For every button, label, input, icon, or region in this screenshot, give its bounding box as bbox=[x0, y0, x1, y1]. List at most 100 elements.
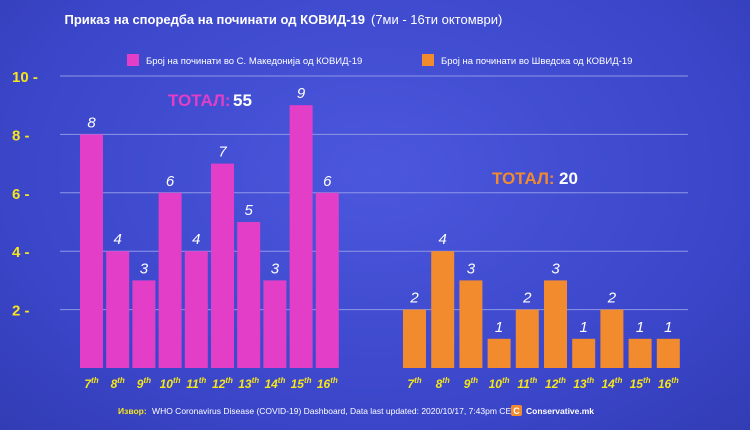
bar-value-label: 2 bbox=[409, 290, 419, 307]
x-tick-suffix: th bbox=[143, 376, 151, 385]
bar-value-label: 9 bbox=[297, 85, 306, 102]
x-tick-label: 16th bbox=[658, 376, 679, 391]
y-tick-label: 8 - bbox=[12, 127, 30, 144]
x-tick-label: 11th bbox=[186, 376, 206, 391]
legend: Број на починати во С. Македонија од КОВ… bbox=[127, 54, 632, 67]
source-text: WHO Coronavirus Disease (COVID-19) Dashb… bbox=[152, 406, 522, 416]
x-tick-label: 12th bbox=[212, 376, 233, 391]
bar-value-label: 5 bbox=[245, 202, 254, 219]
bar-value-label: 4 bbox=[439, 231, 447, 248]
x-tick-number: 14 bbox=[264, 377, 278, 391]
x-tick-number: 8 bbox=[436, 377, 443, 391]
x-tick-suffix: th bbox=[615, 376, 623, 385]
x-tick-label: 12th bbox=[545, 376, 566, 391]
x-tick-label: 8th bbox=[111, 376, 125, 391]
bar-value-label: 3 bbox=[551, 260, 560, 277]
bars: 8 4 3 6 4 7 5 3 9 6 2 4 3 1 2 3 1 2 1 1 bbox=[80, 85, 680, 368]
x-tick-suffix: th bbox=[173, 376, 181, 385]
x-tick-suffix: th bbox=[558, 376, 566, 385]
bar-macedonia bbox=[237, 222, 261, 368]
bar-value-label: 3 bbox=[271, 260, 280, 277]
x-tick-label: 11th bbox=[517, 376, 537, 391]
bar-sweden bbox=[628, 338, 652, 368]
x-tick-label: 13th bbox=[238, 376, 259, 391]
legend-swatch-sweden bbox=[422, 54, 434, 66]
x-tick-number: 11 bbox=[517, 377, 530, 391]
legend-label-sweden: Број на починати во Шведска од КОВИД-19 bbox=[441, 56, 632, 67]
x-tick-suffix: th bbox=[278, 376, 286, 385]
x-tick-label: 8th bbox=[436, 376, 450, 391]
x-tick-number: 15 bbox=[291, 377, 305, 391]
bar-sweden bbox=[600, 309, 624, 368]
x-tick-suffix: th bbox=[671, 376, 679, 385]
legend-swatch-macedonia bbox=[127, 54, 139, 66]
x-tick-number: 16 bbox=[317, 377, 331, 391]
total-label-sweden: ТОТАЛ: bbox=[492, 169, 555, 188]
bar-value-label: 4 bbox=[192, 231, 200, 248]
bar-sweden bbox=[459, 280, 483, 368]
x-tick-label: 10th bbox=[489, 376, 510, 391]
x-tick-suffix: th bbox=[502, 376, 510, 385]
bar-value-label: 2 bbox=[522, 290, 532, 307]
bar-macedonia bbox=[132, 280, 156, 368]
bar-macedonia bbox=[80, 134, 103, 368]
x-tick-suffix: th bbox=[199, 376, 207, 385]
x-tick-number: 12 bbox=[212, 377, 226, 391]
total-value-macedonia: 55 bbox=[233, 91, 252, 110]
chart-title: Приказ на споредба на починати од КОВИД-… bbox=[65, 12, 365, 27]
bar-value-label: 1 bbox=[580, 319, 588, 336]
bar-value-label: 7 bbox=[218, 144, 227, 161]
bar-value-label: 1 bbox=[636, 319, 644, 336]
total-label-macedonia: ТОТАЛ: bbox=[168, 91, 231, 110]
x-tick-suffix: th bbox=[530, 376, 538, 385]
x-tick-label: 14th bbox=[264, 376, 285, 391]
total-macedonia: ТОТАЛ: 55 bbox=[168, 91, 252, 110]
x-tick-number: 10 bbox=[160, 377, 174, 391]
total-value-sweden: 20 bbox=[559, 169, 578, 188]
x-axis-labels: 7th 8th 9th 10th 11th 12th 13th 14th 15th 16th 7th… bbox=[84, 376, 678, 391]
bar-sweden bbox=[431, 251, 455, 368]
x-tick-suffix: th bbox=[252, 376, 260, 385]
bar-value-label: 2 bbox=[607, 290, 617, 307]
x-tick-label: 9th bbox=[137, 376, 151, 391]
bar-value-label: 3 bbox=[140, 260, 149, 277]
x-tick-suffix: th bbox=[643, 376, 651, 385]
bar-value-label: 6 bbox=[323, 173, 332, 190]
x-tick-label: 14th bbox=[601, 376, 622, 391]
brand-logo-icon bbox=[511, 405, 522, 416]
x-tick-label: 16th bbox=[317, 376, 338, 391]
x-tick-number: 10 bbox=[489, 377, 503, 391]
x-tick-number: 9 bbox=[464, 377, 471, 391]
x-tick-suffix: th bbox=[442, 376, 450, 385]
y-tick-label: 10 - bbox=[12, 69, 38, 86]
bar-sweden bbox=[544, 280, 567, 368]
source-footer: Извор: WHO Coronavirus Disease (COVID-19… bbox=[118, 405, 594, 416]
x-tick-label: 7th bbox=[407, 376, 421, 391]
bar-value-label: 3 bbox=[467, 260, 476, 277]
x-tick-label: 13th bbox=[573, 376, 594, 391]
brand-name: Conservative.mk bbox=[526, 406, 594, 416]
x-tick-number: 12 bbox=[545, 377, 559, 391]
x-tick-label: 15th bbox=[291, 376, 312, 391]
bar-sweden bbox=[487, 338, 511, 368]
x-tick-number: 9 bbox=[137, 377, 144, 391]
x-tick-label: 9th bbox=[464, 376, 478, 391]
x-tick-number: 7 bbox=[407, 377, 415, 391]
bar-macedonia bbox=[315, 192, 339, 368]
y-tick-label: 2 - bbox=[12, 303, 30, 320]
x-tick-label: 10th bbox=[160, 376, 181, 391]
x-tick-suffix: th bbox=[587, 376, 595, 385]
x-tick-number: 7 bbox=[84, 377, 92, 391]
bar-value-label: 1 bbox=[664, 319, 672, 336]
bar-value-label: 4 bbox=[114, 231, 122, 248]
x-tick-number: 8 bbox=[111, 377, 118, 391]
x-tick-number: 14 bbox=[601, 377, 615, 391]
x-tick-suffix: th bbox=[470, 376, 478, 385]
total-sweden: ТОТАЛ: 20 bbox=[492, 169, 578, 188]
x-tick-suffix: th bbox=[304, 376, 312, 385]
x-tick-suffix: th bbox=[91, 376, 99, 385]
y-tick-label: 4 - bbox=[12, 244, 30, 261]
bar-macedonia bbox=[106, 251, 130, 368]
brand-logo-letter: C bbox=[513, 406, 520, 416]
bar-macedonia bbox=[263, 280, 287, 368]
